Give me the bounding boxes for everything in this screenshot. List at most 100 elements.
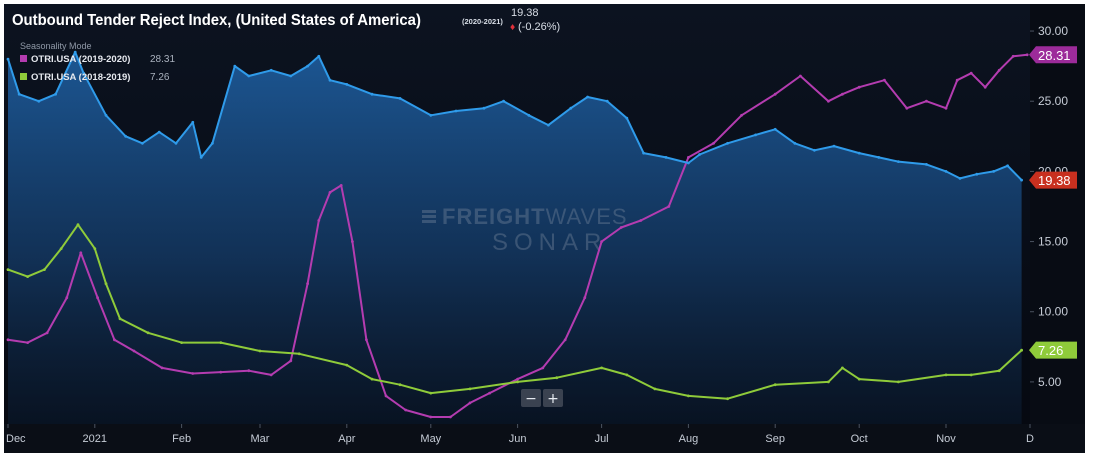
- data-point-otri-usa-2019-2020-42: [883, 78, 886, 82]
- data-point-otri-usa-2019-2020-15: [317, 219, 321, 222]
- value-tag-label: 28.31: [1038, 48, 1071, 63]
- value-tag-otri-usa-2018-2019: [1029, 341, 1077, 359]
- data-point-otri-usa-2019-2020-6: [113, 338, 116, 342]
- data-point-otri-usa-2020-2021-48: [944, 170, 948, 173]
- data-point-otri-usa-2019-2020-36: [740, 113, 743, 117]
- data-point-otri-usa-2019-2020-20: [384, 394, 388, 398]
- x-tick-label: 2021: [83, 433, 107, 445]
- data-point-otri-usa-2018-2019-15: [398, 383, 402, 387]
- data-point-otri-usa-2018-2019-23: [687, 394, 690, 398]
- data-point-otri-usa-2020-2021-33: [625, 116, 629, 120]
- zoom-in-button[interactable]: [543, 389, 563, 407]
- data-point-otri-usa-2018-2019-29: [897, 380, 900, 384]
- data-point-otri-usa-2019-2020-30: [600, 240, 603, 244]
- zoom-out-label: −: [525, 391, 537, 407]
- data-point-otri-usa-2020-2021-1: [17, 92, 21, 96]
- data-point-otri-usa-2019-2020-0: [6, 338, 10, 342]
- data-point-otri-usa-2019-2020-18: [351, 240, 354, 244]
- data-point-otri-usa-2019-2020-11: [247, 369, 251, 373]
- data-point-otri-usa-2018-2019-11: [258, 349, 262, 353]
- data-point-otri-usa-2019-2020-48: [983, 85, 987, 89]
- data-point-otri-usa-2018-2019-16: [429, 391, 433, 395]
- data-point-otri-usa-2019-2020-38: [799, 74, 802, 78]
- data-point-otri-usa-2020-2021-47: [925, 163, 928, 166]
- x-tick-label: D: [1026, 433, 1034, 445]
- data-point-otri-usa-2019-2020-46: [955, 78, 959, 82]
- data-point-otri-usa-2020-2021-7: [124, 134, 127, 138]
- x-tick-label: Apr: [338, 433, 355, 445]
- x-tick-label: Feb: [172, 433, 191, 445]
- data-point-otri-usa-2019-2020-10: [219, 370, 223, 374]
- data-point-otri-usa-2019-2020-49: [997, 68, 1001, 72]
- data-point-otri-usa-2018-2019-0: [6, 268, 10, 271]
- chart-title-suffix: (2020-2021): [462, 17, 503, 26]
- data-point-otri-usa-2020-2021-52: [1006, 164, 1009, 168]
- data-point-otri-usa-2020-2021-30: [569, 106, 573, 110]
- data-point-otri-usa-2019-2020-12: [269, 373, 273, 377]
- data-point-otri-usa-2018-2019-13: [345, 363, 349, 367]
- data-point-otri-usa-2020-2021-28: [527, 113, 531, 117]
- legend-label: OTRI.USA (2018-2019): [31, 72, 130, 83]
- x-axis-band: [4, 424, 1085, 453]
- data-point-otri-usa-2020-2021-40: [773, 127, 777, 131]
- data-point-otri-usa-2020-2021-12: [199, 156, 203, 159]
- data-point-otri-usa-2020-2021-23: [398, 97, 402, 100]
- data-point-otri-usa-2020-2021-46: [897, 160, 900, 164]
- change-arrow-icon: ♦: [509, 23, 516, 32]
- data-point-otri-usa-2020-2021-43: [832, 144, 836, 148]
- data-point-otri-usa-2018-2019-1: [26, 275, 29, 278]
- legend-swatch-otri-usa-2019-2020: [20, 55, 27, 62]
- data-point-otri-usa-2020-2021-20: [328, 78, 332, 82]
- watermark-logo-icon: [422, 210, 436, 223]
- data-point-otri-usa-2019-2020-13: [289, 359, 293, 363]
- data-point-otri-usa-2020-2021-27: [502, 99, 505, 103]
- data-point-otri-usa-2018-2019-4: [76, 223, 80, 227]
- data-point-otri-usa-2020-2021-49: [958, 177, 962, 180]
- data-point-otri-usa-2018-2019-20: [600, 366, 603, 370]
- data-point-otri-usa-2019-2020-23: [449, 415, 452, 419]
- data-point-otri-usa-2020-2021-24: [429, 113, 433, 117]
- data-point-otri-usa-2020-2021-14: [233, 64, 237, 68]
- data-point-otri-usa-2019-2020-14: [306, 282, 309, 286]
- data-point-otri-usa-2020-2021-3: [54, 92, 57, 96]
- zoom-controls: − +: [521, 389, 563, 407]
- data-point-otri-usa-2018-2019-21: [625, 373, 629, 377]
- legend-swatch-otri-usa-2018-2019: [20, 73, 27, 80]
- data-point-otri-usa-2019-2020-9: [191, 372, 195, 375]
- data-point-otri-usa-2018-2019-10: [219, 341, 223, 344]
- data-point-otri-usa-2020-2021-39: [754, 133, 757, 137]
- data-point-otri-usa-2020-2021-9: [157, 130, 161, 134]
- data-point-otri-usa-2019-2020-47: [969, 71, 973, 75]
- zoom-out-button[interactable]: [521, 389, 541, 407]
- y-tick-label: 15.00: [1038, 235, 1068, 249]
- data-point-otri-usa-2019-2020-3: [65, 296, 69, 300]
- data-point-otri-usa-2020-2021-5: [82, 71, 85, 75]
- value-tag-label: 19.38: [1038, 173, 1071, 188]
- data-point-otri-usa-2020-2021-38: [726, 141, 729, 145]
- data-point-otri-usa-2020-2021-11: [191, 120, 195, 124]
- data-point-otri-usa-2018-2019-2: [43, 268, 46, 271]
- data-point-otri-usa-2019-2020-22: [429, 415, 433, 419]
- data-point-otri-usa-2019-2020-1: [26, 341, 29, 344]
- data-point-otri-usa-2018-2019-19: [555, 376, 559, 380]
- zoom-in-label: +: [547, 391, 559, 407]
- data-point-otri-usa-2020-2021-15: [247, 74, 251, 78]
- data-point-otri-usa-2019-2020-34: [687, 156, 690, 159]
- x-tick-label: Jul: [595, 433, 609, 445]
- data-point-otri-usa-2020-2021-4: [73, 50, 77, 54]
- data-point-otri-usa-2019-2020-44: [925, 99, 928, 103]
- data-point-otri-usa-2018-2019-7: [118, 317, 122, 321]
- data-point-otri-usa-2020-2021-26: [482, 106, 486, 110]
- change-value: (-0.26%): [518, 21, 560, 33]
- data-point-otri-usa-2020-2021-13: [211, 141, 214, 145]
- data-point-otri-usa-2020-2021-25: [454, 109, 458, 113]
- data-point-otri-usa-2020-2021-53: [1020, 178, 1023, 182]
- data-point-otri-usa-2019-2020-2: [45, 331, 49, 335]
- data-point-otri-usa-2018-2019-22: [653, 387, 657, 391]
- legend-value: 7.26: [150, 72, 170, 83]
- data-point-otri-usa-2020-2021-29: [547, 123, 550, 127]
- data-point-otri-usa-2019-2020-5: [96, 296, 99, 300]
- data-point-otri-usa-2020-2021-17: [289, 74, 293, 78]
- data-point-otri-usa-2020-2021-50: [975, 172, 979, 176]
- data-point-otri-usa-2018-2019-12: [297, 352, 301, 356]
